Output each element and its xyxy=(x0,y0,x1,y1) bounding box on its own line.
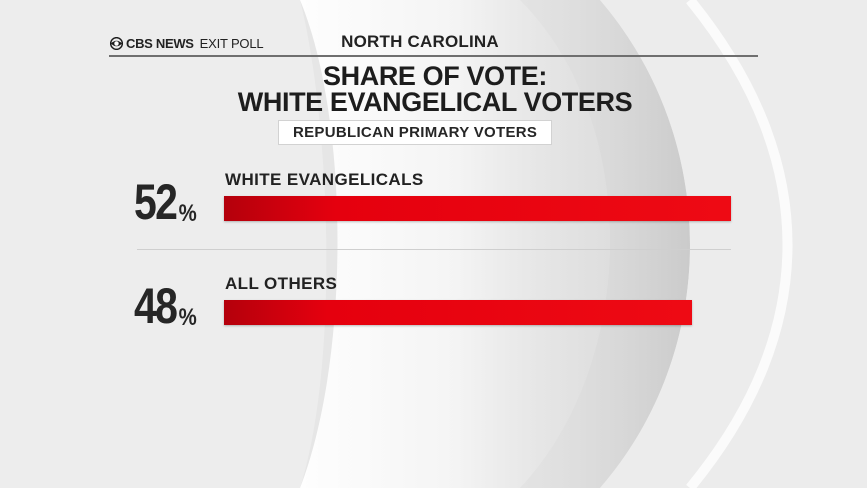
cbs-eye-logo-icon xyxy=(110,36,123,50)
value-label: 48 % xyxy=(134,271,198,331)
category-label: WHITE EVANGELICALS xyxy=(225,170,424,189)
bar xyxy=(224,196,731,221)
row-divider xyxy=(137,249,731,250)
region-label: NORTH CAROLINA xyxy=(341,32,499,51)
cbs-news-brand: CBS NEWS EXIT POLL xyxy=(110,34,264,52)
category-label: ALL OTHERS xyxy=(225,274,338,293)
bar xyxy=(224,300,692,325)
brand-name: CBS NEWS xyxy=(126,35,194,51)
value-number: 48 xyxy=(134,278,178,334)
header-divider xyxy=(109,55,758,57)
chart-title-line-1: SHARE OF VOTE: xyxy=(323,61,547,91)
value-label: 52 % xyxy=(134,167,198,227)
brand-tag: EXIT POLL xyxy=(199,35,264,51)
value-unit: % xyxy=(178,304,197,331)
chart-subtitle: REPUBLICAN PRIMARY VOTERS xyxy=(278,120,553,145)
value-unit: % xyxy=(178,200,197,227)
chart-title-line-2: WHITE EVANGELICAL VOTERS xyxy=(237,87,633,117)
value-number: 52 xyxy=(134,174,178,230)
chart-title: SHARE OF VOTE: WHITE EVANGELICAL VOTERS xyxy=(180,61,690,117)
